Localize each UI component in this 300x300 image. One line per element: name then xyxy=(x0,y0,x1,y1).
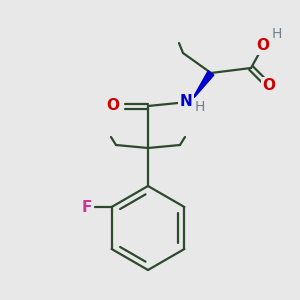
Text: O: O xyxy=(262,79,275,94)
Text: H: H xyxy=(272,27,282,41)
Polygon shape xyxy=(194,71,214,97)
Text: H: H xyxy=(195,100,205,114)
Text: N: N xyxy=(180,94,192,109)
Text: O: O xyxy=(256,38,269,53)
Text: O: O xyxy=(106,98,119,113)
Text: F: F xyxy=(81,200,92,214)
